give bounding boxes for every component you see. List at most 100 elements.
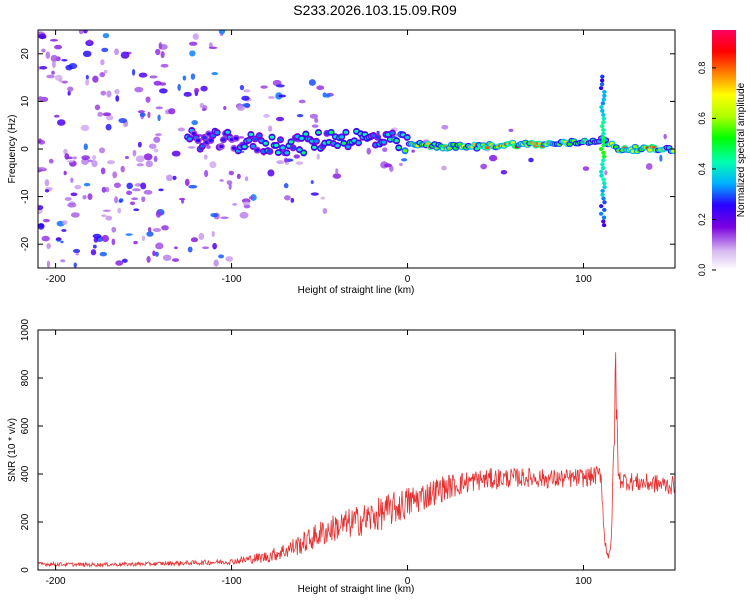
ridge-point	[210, 133, 216, 138]
spectral-blob	[160, 63, 169, 68]
spectral-blob	[165, 174, 173, 182]
snr-xtick-label: -200	[46, 576, 66, 587]
ridge-point	[269, 135, 275, 139]
spectral-blob	[125, 233, 133, 236]
spectral-blob	[148, 143, 157, 150]
snr-xtick-label: 100	[575, 576, 592, 587]
spectral-blob	[137, 110, 145, 114]
ridge-point	[343, 130, 349, 134]
spectral-blob	[101, 47, 109, 53]
spectral-blob	[153, 80, 162, 86]
snr-ylabel: SNR (10 * v/v)	[7, 418, 18, 482]
spectrogram-xtick-label: 100	[575, 274, 592, 285]
spectral-blob	[260, 85, 268, 89]
spectral-blob	[177, 83, 181, 91]
spectral-blob	[141, 196, 146, 203]
ridge-point	[195, 138, 201, 143]
colorbar-label: Normalized spectral amplitude	[736, 82, 747, 217]
spectral-blob	[85, 74, 89, 80]
spectral-blob	[87, 39, 92, 45]
spike-point	[601, 215, 607, 220]
spectral-blob	[160, 51, 165, 59]
spectral-blob	[162, 254, 172, 261]
spectral-blob	[101, 186, 107, 193]
spike-point	[600, 188, 605, 193]
spectral-blob	[161, 225, 169, 231]
spectral-blob	[267, 96, 275, 99]
spectral-blob	[174, 246, 178, 250]
spectral-blob	[158, 88, 168, 94]
spectral-blob	[54, 74, 63, 81]
snr-ytick-label: 800	[20, 369, 31, 386]
ridge-point	[341, 141, 347, 145]
colorbar-tick-label: 0.0	[697, 264, 707, 277]
spectral-blob	[117, 207, 122, 214]
ridge-point	[356, 141, 361, 145]
spectral-blob	[236, 173, 241, 180]
spectral-blob	[152, 250, 156, 257]
spike-point	[601, 150, 606, 155]
spectral-blob	[102, 112, 112, 117]
spectral-blob	[38, 33, 47, 40]
spectral-blob	[209, 161, 217, 169]
spike-point	[601, 143, 606, 148]
spectral-blob	[94, 104, 101, 111]
ridge-point	[284, 151, 290, 155]
spectral-blob	[131, 69, 136, 76]
spectral-blob	[645, 163, 653, 170]
spectral-blob	[100, 90, 106, 96]
spike-point	[600, 158, 606, 163]
spectral-blob	[290, 197, 295, 203]
spectral-blob	[141, 235, 146, 242]
spectral-blob	[488, 154, 498, 162]
spectral-blob	[62, 220, 68, 225]
spectral-blob	[276, 160, 284, 165]
ridge-point	[394, 139, 399, 143]
ridge-point	[396, 146, 401, 150]
spectral-blob	[663, 133, 667, 140]
ridge-point	[375, 135, 380, 139]
spectral-blob	[65, 64, 73, 71]
spectral-blob	[528, 157, 534, 163]
spectral-blob	[157, 114, 161, 122]
ridge-point	[250, 144, 256, 148]
spectral-blob	[131, 197, 139, 201]
spectral-blob	[145, 160, 153, 168]
spectral-blob	[236, 105, 245, 111]
spectral-blob	[171, 150, 181, 157]
spectral-blob	[66, 160, 74, 163]
spectral-blob	[284, 157, 288, 163]
ridge-point	[267, 149, 273, 154]
spectral-blob	[228, 183, 232, 190]
spectral-blob	[267, 169, 275, 177]
spectral-blob	[275, 116, 285, 122]
ridge-point	[259, 139, 264, 143]
snr-ytick-label: 1000	[20, 318, 31, 341]
spectral-blob	[295, 161, 304, 165]
ridge-point	[474, 147, 480, 151]
spectral-blob	[136, 163, 144, 167]
spectral-blob	[155, 106, 163, 110]
spectral-blob	[45, 51, 51, 59]
ridge-point	[671, 149, 675, 153]
spectral-blob	[275, 84, 285, 88]
spectral-blob	[121, 258, 128, 263]
spike-point	[601, 154, 607, 159]
spectrogram-xtick-label: -200	[46, 274, 66, 285]
ridge-point	[314, 139, 319, 143]
spectral-blob	[244, 176, 249, 182]
spectral-blob	[54, 44, 63, 50]
spike-point	[599, 169, 604, 174]
spectral-blob	[105, 186, 110, 193]
spectral-blob	[99, 147, 106, 154]
spectral-blob	[213, 259, 219, 267]
ridge-point	[214, 131, 220, 135]
spectral-blob	[126, 190, 133, 196]
spectral-blob	[190, 73, 196, 80]
spectral-blob	[322, 207, 328, 215]
spectral-blob	[278, 94, 287, 98]
spike-point	[600, 101, 606, 106]
spectral-blob	[283, 183, 289, 189]
spectrogram-ytick-label: -10	[20, 189, 31, 204]
spectral-blob	[51, 70, 55, 75]
